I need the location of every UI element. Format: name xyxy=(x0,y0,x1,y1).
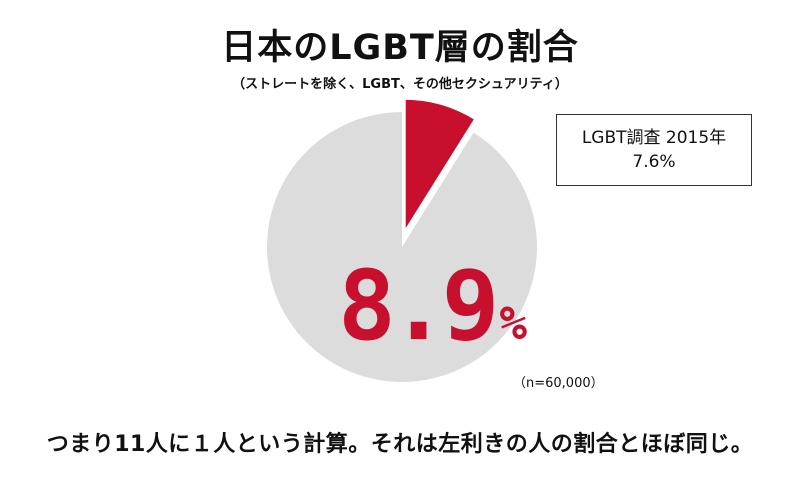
data-label-unit: % xyxy=(499,296,528,350)
pie-slice-highlight xyxy=(402,96,478,239)
pie-slices xyxy=(267,96,537,382)
data-label-number: 8.9 xyxy=(338,250,499,362)
sample-size-label: （n=60,000） xyxy=(513,376,604,391)
footer-caption: つまり11人に１人という計算。それは左利きの人の割合とほぼ同じ。 xyxy=(46,432,754,457)
survey-note-title: LGBT調査 2015年 xyxy=(581,128,727,148)
chart-title: 日本のLGBT層の割合 xyxy=(221,28,579,68)
survey-note-value: 7.6% xyxy=(632,152,676,172)
survey-note-box: LGBT調査 2015年 7.6% xyxy=(556,114,752,186)
chart-subtitle: （ストレートを除く、LGBT、その他セクシュアリティ） xyxy=(232,77,568,92)
data-label-percent: 8.9% xyxy=(338,258,527,354)
pie-slice-remainder xyxy=(267,112,537,382)
